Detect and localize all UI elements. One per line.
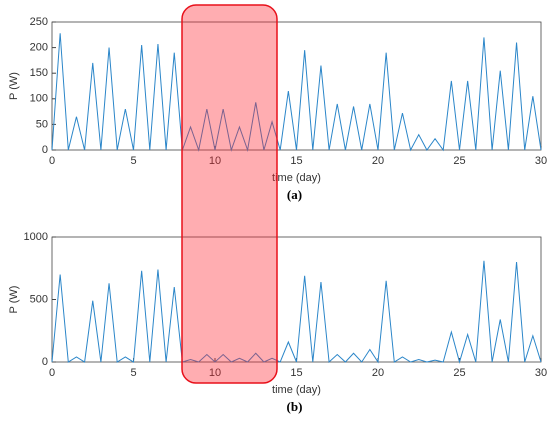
x-tick-label: 10	[209, 155, 221, 167]
caption: (a)	[287, 187, 302, 202]
y-tick-label: 0	[42, 144, 48, 156]
axes-box	[51, 236, 542, 363]
data-line	[51, 33, 542, 152]
y-tick-label: 500	[30, 293, 48, 305]
x-tick-label: 15	[290, 155, 302, 167]
y-axis-label: P (W)	[8, 286, 20, 314]
x-tick-label: 0	[49, 367, 55, 379]
x-tick-label: 0	[49, 155, 55, 167]
axes-box	[51, 21, 542, 151]
data-line	[51, 260, 542, 364]
y-axis-label: P (W)	[8, 72, 20, 100]
x-tick-label: 5	[130, 155, 136, 167]
x-tick-label: 5	[130, 367, 136, 379]
x-tick-label: 25	[453, 155, 465, 167]
highlight-box	[181, 4, 278, 384]
x-tick-label: 30	[535, 367, 547, 379]
x-tick-label: 15	[290, 367, 302, 379]
x-tick-label: 25	[453, 367, 465, 379]
x-tick-label: 10	[209, 367, 221, 379]
y-tick-label: 250	[30, 16, 48, 28]
y-tick-label: 50	[36, 118, 48, 130]
y-tick-label: 1000	[24, 231, 48, 243]
x-tick-label: 20	[372, 367, 384, 379]
y-tick-label: 200	[30, 42, 48, 54]
x-axis-label: time (day)	[272, 384, 321, 396]
y-tick-label: 0	[42, 356, 48, 368]
y-tick-label: 100	[30, 93, 48, 105]
caption: (b)	[287, 399, 303, 414]
x-tick-label: 20	[372, 155, 384, 167]
y-tick-label: 150	[30, 67, 48, 79]
x-axis-label: time (day)	[272, 172, 321, 184]
x-tick-label: 30	[535, 155, 547, 167]
